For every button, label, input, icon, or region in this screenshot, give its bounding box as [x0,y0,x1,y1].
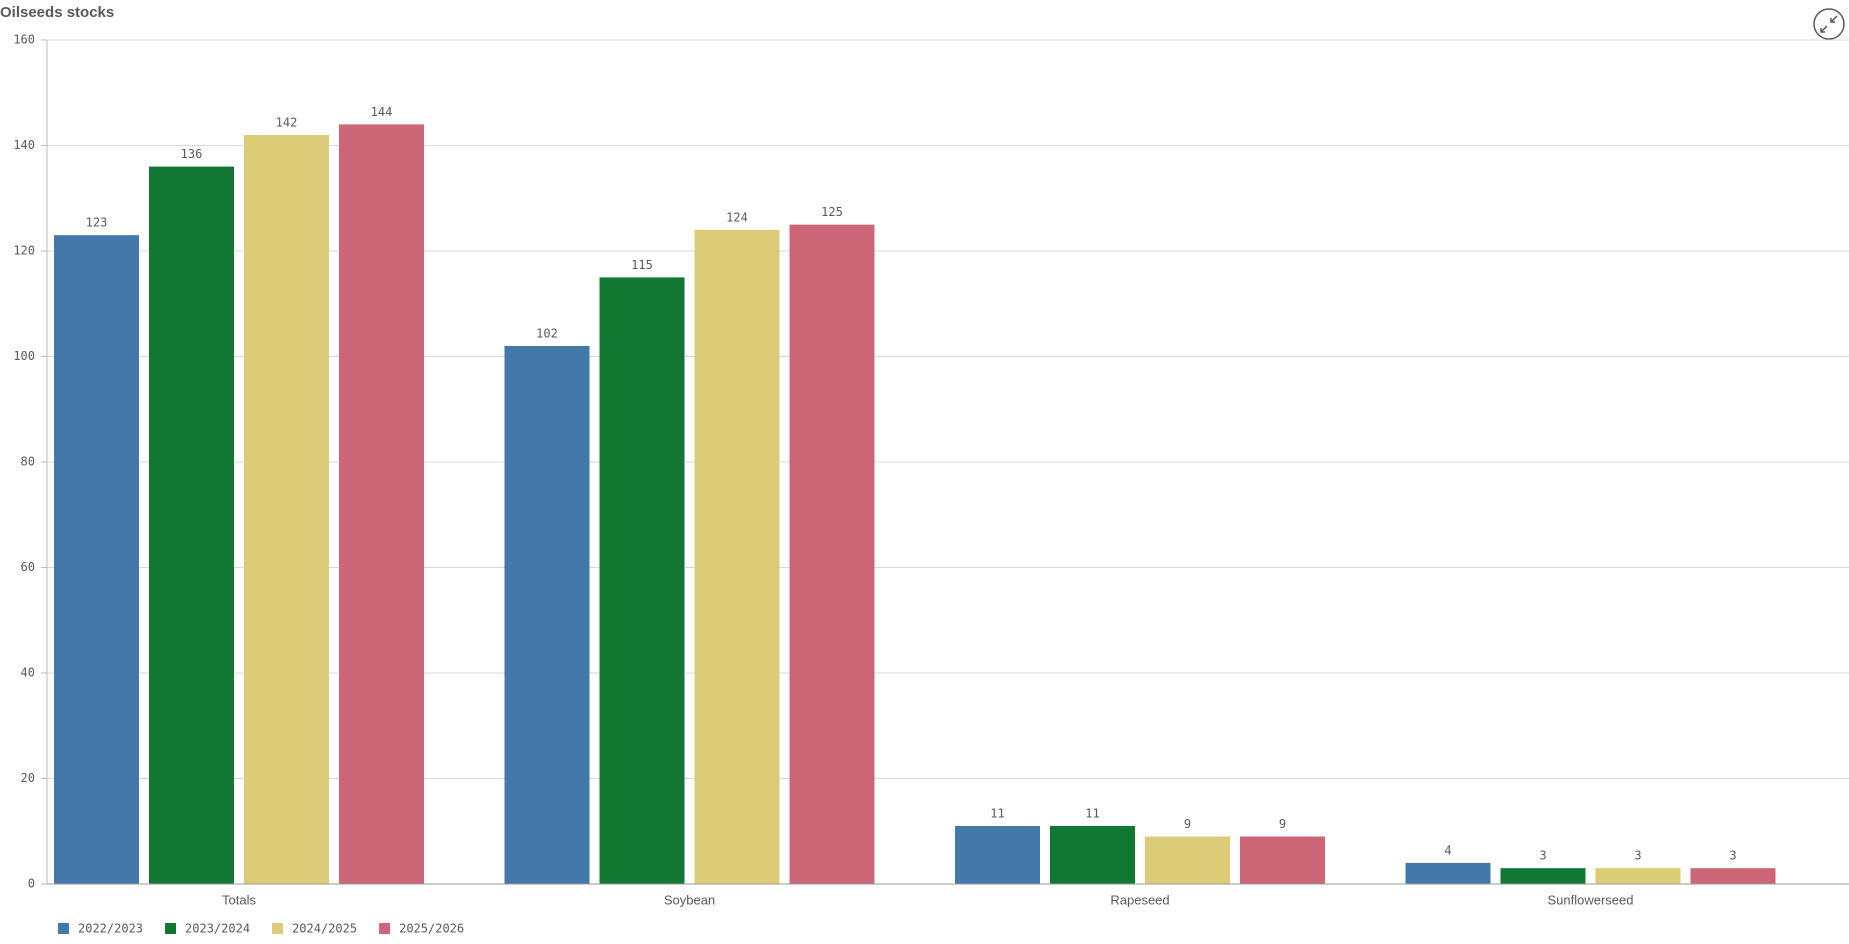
chart-title: Oilseeds stocks [0,4,114,21]
y-tick-label: 120 [13,244,35,258]
bar [694,229,780,884]
bar [1595,868,1681,884]
y-tick-label: 80 [21,455,35,469]
data-label: 136 [181,147,203,161]
data-label: 9 [1279,817,1286,831]
legend-swatch [379,923,391,934]
legend-swatch [58,923,69,934]
bar [339,124,424,884]
bar [504,345,590,884]
bar [149,166,234,885]
data-label: 11 [1085,806,1099,820]
expand-glyph[interactable] [1820,15,1838,33]
bar [599,277,685,884]
legend-label: 2025/2026 [399,922,464,936]
y-tick-label: 20 [21,771,35,785]
bar [54,235,139,885]
expand-icon[interactable] [1813,8,1845,40]
legend-label: 2022/2023 [78,922,143,936]
bar [1240,836,1325,884]
data-label: 3 [1539,849,1546,863]
bar [1690,868,1776,884]
bar [1050,825,1135,884]
y-tick-label: 0 [28,877,35,891]
y-tick-label: 40 [21,666,35,680]
bar [244,134,329,884]
data-label: 4 [1444,843,1451,857]
data-label: 124 [726,210,748,224]
x-tick-label: Sunflowerseed [1548,892,1634,907]
y-tick-label: 140 [13,138,35,152]
data-label: 144 [371,105,393,119]
data-label: 3 [1729,849,1736,863]
bar [789,224,875,884]
data-label: 11 [990,806,1004,820]
data-label: 9 [1184,817,1191,831]
x-tick-label: Rapeseed [1110,892,1169,907]
legend-label: 2023/2024 [185,922,250,936]
bar [955,825,1040,884]
data-label: 115 [631,258,653,272]
data-label: 142 [276,115,298,129]
expand-button[interactable] [1813,8,1845,40]
bar [1405,862,1491,884]
data-label: 3 [1634,849,1641,863]
y-tick-label: 160 [13,33,35,47]
y-tick-label: 60 [21,560,35,574]
data-label: 123 [86,216,108,230]
bar [1145,836,1230,884]
bar [1500,868,1586,884]
y-tick-label: 100 [13,349,35,363]
x-tick-label: Soybean [664,892,715,907]
x-tick-label: Totals [222,892,256,907]
data-label: 102 [536,326,558,340]
legend-label: 2024/2025 [292,922,357,936]
data-label: 125 [821,205,843,219]
legend-swatch [272,923,284,934]
legend-swatch [165,923,177,934]
